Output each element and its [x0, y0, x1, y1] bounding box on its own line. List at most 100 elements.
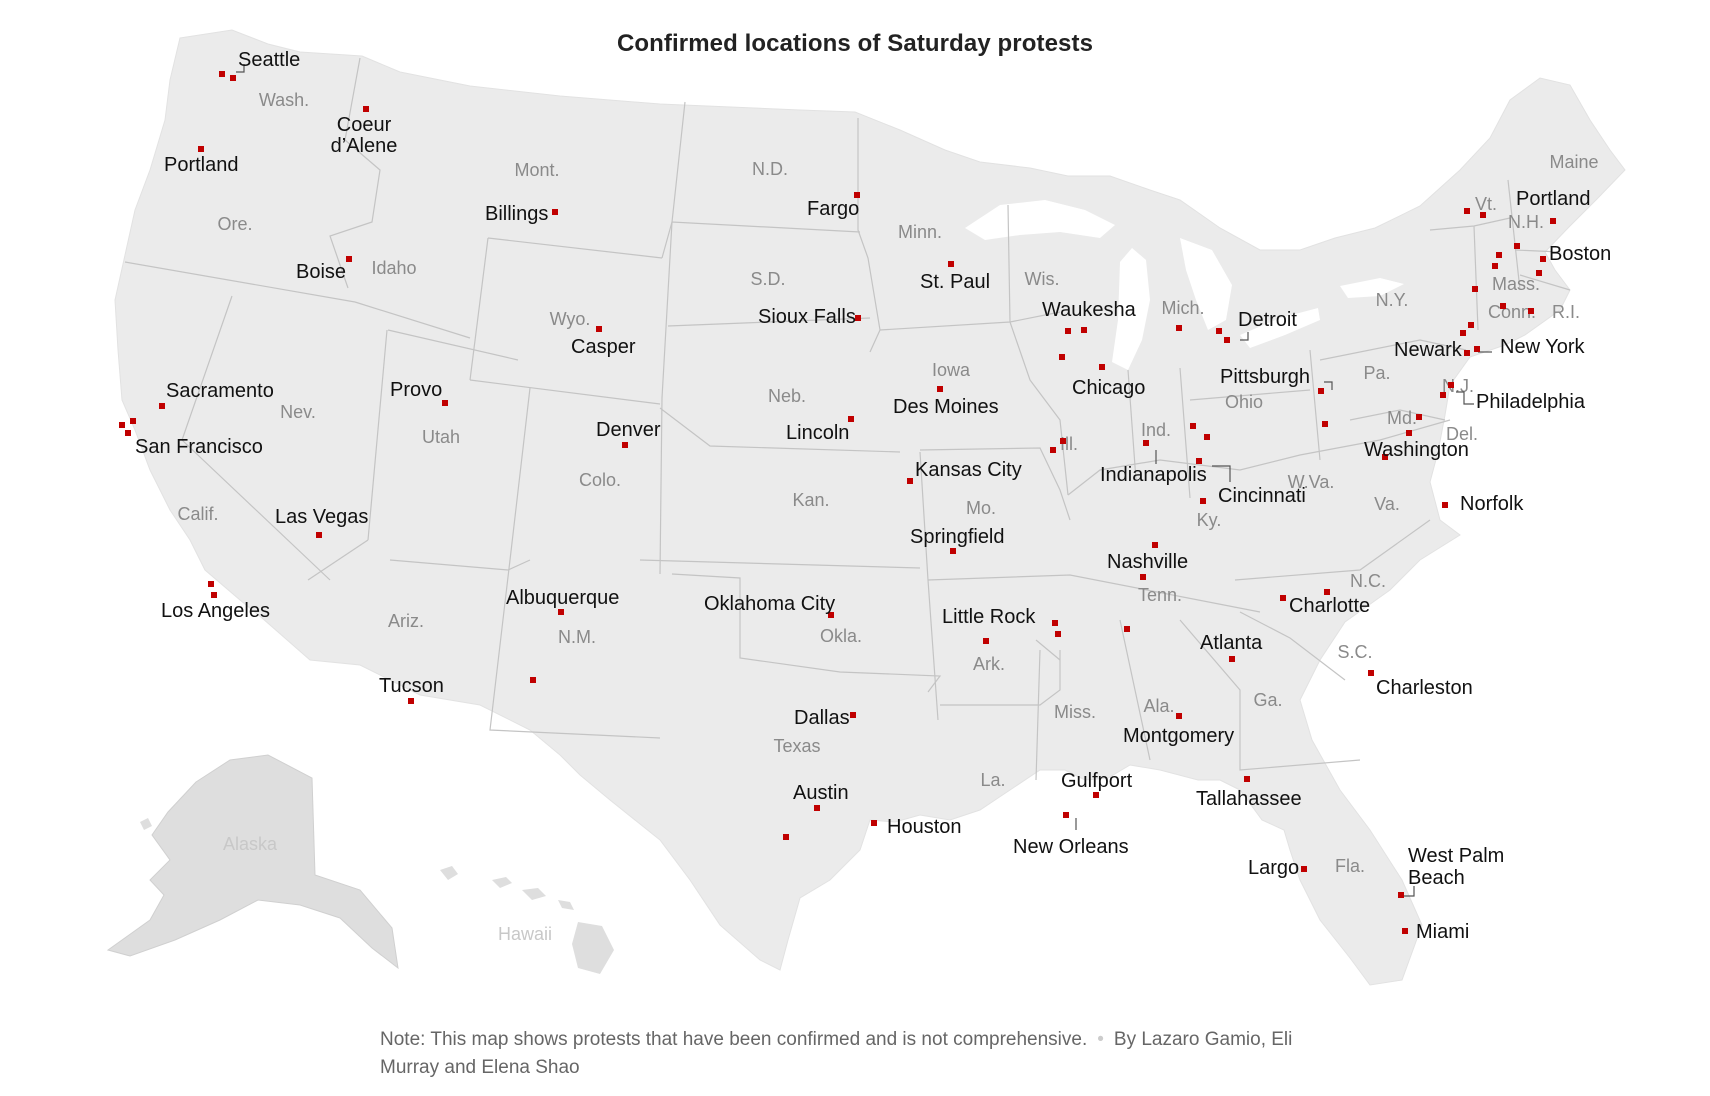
protest-marker — [130, 418, 136, 424]
protest-marker — [1382, 454, 1388, 460]
protest-marker — [622, 442, 628, 448]
city-label: Houston — [887, 816, 962, 838]
protest-marker — [1472, 286, 1478, 292]
protest-marker — [1190, 423, 1196, 429]
city-label: Sioux Falls — [758, 306, 856, 328]
protest-marker — [1196, 458, 1202, 464]
city-label: Portland — [1516, 188, 1591, 210]
protest-marker — [1229, 656, 1235, 662]
state-label: Mass. — [1492, 274, 1540, 294]
byline: By Lazaro Gamio, Eli Murray and Elena Sh… — [380, 1029, 1293, 1078]
protest-marker — [1406, 430, 1412, 436]
protest-marker — [211, 592, 217, 598]
city-label: Waukesha — [1042, 299, 1137, 321]
protest-marker — [1176, 325, 1182, 331]
city-label: San Francisco — [135, 436, 263, 458]
state-label: Idaho — [371, 258, 416, 278]
protest-marker — [198, 146, 204, 152]
protest-marker — [1528, 308, 1534, 314]
protest-marker — [950, 548, 956, 554]
protest-marker — [1063, 812, 1069, 818]
state-label: Miss. — [1054, 702, 1096, 722]
city-label: Provo — [390, 379, 442, 401]
state-label: Tenn. — [1138, 585, 1182, 605]
protest-marker — [828, 612, 834, 618]
alaska-island — [175, 802, 184, 811]
lake-ontario — [1340, 278, 1404, 298]
city-label: Boise — [296, 261, 346, 283]
state-label: Minn. — [898, 222, 942, 242]
city-label: New York — [1500, 336, 1585, 358]
state-label: Neb. — [768, 386, 806, 406]
leader-lines — [236, 64, 1492, 897]
city-label: Los Angeles — [161, 600, 270, 622]
protest-marker — [1280, 595, 1286, 601]
protest-marker — [1124, 626, 1130, 632]
protest-marker — [1550, 218, 1556, 224]
state-label: Mich. — [1161, 298, 1204, 318]
city-label: Seattle — [238, 49, 300, 71]
protest-marker — [1536, 270, 1542, 276]
protest-marker — [1464, 350, 1470, 356]
protest-marker — [530, 677, 536, 683]
state-label: N.H. — [1508, 212, 1544, 232]
city-label: Detroit — [1238, 309, 1297, 331]
city-label: Coeur — [337, 114, 392, 136]
state-label: N.J. — [1442, 376, 1474, 396]
lake-huron — [1180, 238, 1232, 330]
protest-marker — [1065, 328, 1071, 334]
map-title: Confirmed locations of Saturday protests — [616, 30, 1094, 57]
protest-marker — [1301, 866, 1307, 872]
note-text: Note: This map shows protests that have … — [380, 1029, 1088, 1050]
state-label: Utah — [422, 427, 460, 447]
protest-marker — [854, 192, 860, 198]
state-label: Hawaii — [498, 924, 552, 944]
city-labels: Seattle Portland Coeur d’Alene Boise Sac… — [135, 49, 1611, 943]
city-label: Tallahassee — [1196, 788, 1302, 810]
city-label: Little Rock — [942, 606, 1036, 628]
state-label: Vt. — [1475, 194, 1497, 214]
protest-marker — [937, 386, 943, 392]
lake-michigan — [1112, 248, 1150, 370]
city-label: Portland — [164, 154, 239, 176]
city-label: Chicago — [1072, 377, 1145, 399]
city-label: Washington — [1364, 439, 1469, 461]
state-label: Kan. — [792, 490, 829, 510]
city-label: Boston — [1549, 243, 1611, 265]
protest-marker — [1244, 776, 1250, 782]
state-label: Calif. — [177, 504, 218, 524]
city-label: Las Vegas — [275, 506, 368, 528]
state-label: Ore. — [217, 214, 252, 234]
city-label: Tucson — [379, 675, 444, 697]
state-label: W.Va. — [1288, 472, 1335, 492]
hawaii-island — [440, 866, 458, 880]
protest-marker — [316, 532, 322, 538]
protest-marker — [1081, 327, 1087, 333]
protest-marker — [983, 638, 989, 644]
protest-marker — [1318, 388, 1324, 394]
state-label: N.Y. — [1376, 290, 1409, 310]
city-label: Sacramento — [166, 380, 274, 402]
protest-marker — [1492, 263, 1498, 269]
protest-marker — [1440, 392, 1446, 398]
protest-marker — [814, 805, 820, 811]
protest-marker — [871, 820, 877, 826]
alaska-shape — [106, 754, 399, 970]
state-label: Ariz. — [388, 611, 424, 631]
state-label: Wis. — [1025, 269, 1060, 289]
protest-marker — [1216, 328, 1222, 334]
protest-marker — [208, 581, 214, 587]
state-label: Nev. — [280, 402, 316, 422]
protest-marker — [948, 261, 954, 267]
protest-marker — [1200, 498, 1206, 504]
city-label: Charlotte — [1289, 595, 1370, 617]
protest-marker — [1224, 337, 1230, 343]
protest-marker — [1099, 364, 1105, 370]
state-label: Va. — [1374, 494, 1400, 514]
city-label: Pittsburgh — [1220, 366, 1310, 388]
state-label: La. — [980, 770, 1005, 790]
city-label: Nashville — [1107, 551, 1188, 573]
separator-dot: • — [1097, 1029, 1104, 1050]
city-label: Beach — [1408, 867, 1465, 889]
hawaii-island — [492, 877, 512, 888]
